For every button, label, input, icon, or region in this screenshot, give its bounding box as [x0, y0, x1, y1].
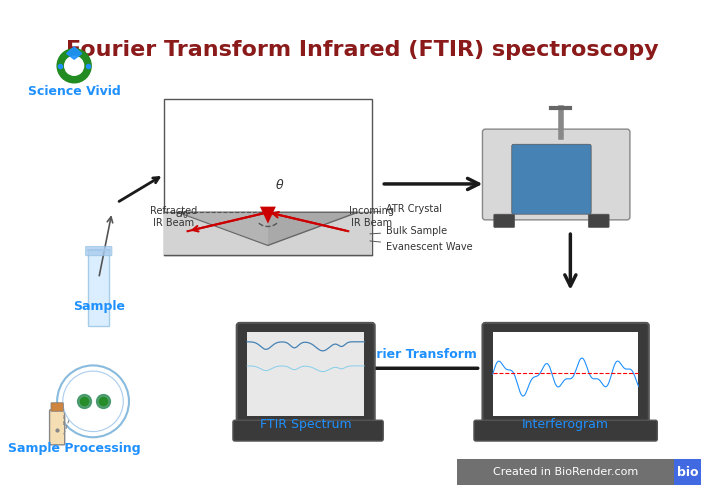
FancyBboxPatch shape: [675, 459, 701, 485]
Text: Sample: Sample: [73, 300, 125, 313]
Text: Bulk Sample: Bulk Sample: [370, 226, 447, 236]
Text: Fourier Transform: Fourier Transform: [351, 348, 477, 360]
Text: Created in BioRender.com: Created in BioRender.com: [493, 467, 638, 477]
FancyBboxPatch shape: [247, 332, 364, 415]
Polygon shape: [178, 212, 268, 245]
Text: Refracted
IR Beam: Refracted IR Beam: [150, 206, 197, 228]
Circle shape: [57, 365, 129, 437]
FancyBboxPatch shape: [482, 129, 630, 220]
FancyBboxPatch shape: [493, 332, 639, 415]
Text: bio: bio: [677, 466, 698, 479]
Text: FTIR Spectrum: FTIR Spectrum: [260, 418, 351, 431]
Circle shape: [63, 371, 123, 431]
FancyBboxPatch shape: [457, 459, 695, 485]
Text: Incoming
IR Beam: Incoming IR Beam: [349, 206, 395, 228]
Text: θ: θ: [276, 179, 283, 192]
FancyBboxPatch shape: [86, 246, 112, 256]
Polygon shape: [260, 207, 276, 224]
FancyBboxPatch shape: [50, 410, 65, 445]
FancyBboxPatch shape: [89, 250, 109, 326]
FancyBboxPatch shape: [51, 403, 63, 411]
Polygon shape: [178, 212, 358, 245]
Text: Science Vivid: Science Vivid: [28, 85, 120, 98]
Text: $d_0$: $d_0$: [175, 207, 189, 221]
Text: Interferogram: Interferogram: [522, 418, 609, 431]
FancyBboxPatch shape: [494, 214, 515, 227]
Text: Evanescent Wave: Evanescent Wave: [370, 241, 472, 252]
Text: ATR Crystal: ATR Crystal: [370, 204, 442, 214]
Circle shape: [65, 56, 84, 75]
FancyBboxPatch shape: [482, 323, 649, 423]
FancyBboxPatch shape: [164, 99, 372, 255]
Polygon shape: [66, 47, 81, 59]
FancyBboxPatch shape: [233, 420, 383, 441]
FancyBboxPatch shape: [588, 214, 609, 227]
Text: Fourier Transform Infrared (FTIR) spectroscopy: Fourier Transform Infrared (FTIR) spectr…: [66, 40, 659, 60]
FancyBboxPatch shape: [512, 144, 591, 214]
Text: Sample Processing: Sample Processing: [8, 442, 140, 455]
FancyBboxPatch shape: [237, 323, 374, 423]
Circle shape: [57, 49, 91, 83]
FancyBboxPatch shape: [164, 212, 372, 255]
FancyBboxPatch shape: [474, 420, 657, 441]
